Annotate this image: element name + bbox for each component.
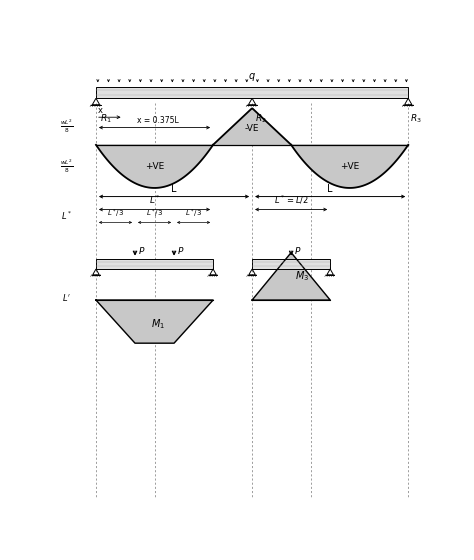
Text: $M_1$: $M_1$ (151, 317, 165, 330)
Text: -VE: -VE (245, 124, 259, 133)
Text: +VE: +VE (145, 162, 164, 171)
Text: L: L (171, 184, 177, 194)
Text: $L^* = L/2$: $L^* = L/2$ (274, 194, 309, 207)
Text: $q$: $q$ (248, 71, 256, 83)
Text: $\frac{wL^2}{8}$: $\frac{wL^2}{8}$ (60, 118, 73, 135)
Text: $R_3$: $R_3$ (410, 112, 421, 124)
Text: $R_2$: $R_2$ (255, 112, 266, 124)
Text: x = 0.375L: x = 0.375L (137, 116, 179, 125)
Text: $L^*$: $L^*$ (148, 194, 161, 207)
Polygon shape (96, 300, 213, 343)
Text: L: L (328, 184, 333, 194)
Polygon shape (252, 253, 330, 300)
Text: $L^*/3$: $L^*/3$ (185, 208, 202, 220)
Text: P: P (139, 247, 144, 256)
Text: $M_3$: $M_3$ (295, 269, 309, 283)
Bar (96, 259, 213, 269)
Text: $R_1$: $R_1$ (100, 112, 112, 124)
Text: $L^*$: $L^*$ (61, 210, 72, 222)
Bar (252, 259, 330, 269)
Text: $L'$: $L'$ (62, 292, 71, 304)
Text: x: x (98, 106, 103, 115)
Text: $\frac{wL^2}{8}$: $\frac{wL^2}{8}$ (60, 158, 73, 175)
Bar (96, 87, 408, 98)
Polygon shape (96, 145, 213, 188)
Text: +VE: +VE (340, 162, 359, 171)
Text: P: P (295, 247, 300, 256)
Text: $L^*/3$: $L^*/3$ (146, 208, 163, 220)
Text: P: P (178, 247, 183, 256)
Polygon shape (291, 145, 408, 188)
Text: $L^*/3$: $L^*/3$ (107, 208, 124, 220)
Polygon shape (213, 109, 291, 145)
